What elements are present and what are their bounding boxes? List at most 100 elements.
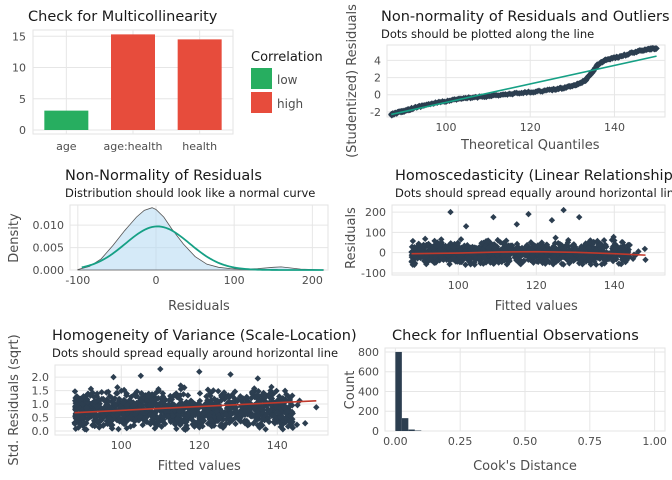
x-tick-label: 120 [189, 439, 210, 452]
legend-swatch-low [251, 68, 272, 89]
residual-point [436, 246, 443, 253]
residual-point [560, 261, 567, 268]
scale-point [108, 394, 115, 401]
scale-point [96, 424, 103, 431]
residual-point [529, 252, 536, 260]
y-axis-title: Std. Residuals (sqrt) [7, 334, 22, 465]
legend-swatch-high [251, 92, 272, 113]
scale-point [94, 417, 101, 425]
scale-point [218, 420, 225, 428]
residual-point [423, 241, 430, 249]
residual-point [513, 244, 521, 252]
scale-point [248, 388, 256, 396]
residual-point [487, 259, 494, 266]
residual-point [473, 244, 480, 252]
scale-point [73, 401, 80, 408]
residual-point [538, 252, 546, 259]
scale-point [132, 411, 139, 418]
scale-point [123, 402, 130, 409]
residual-point [566, 258, 573, 266]
residual-point [527, 239, 535, 246]
scale-point [262, 394, 269, 401]
scale-point [206, 412, 213, 419]
y-tick-label: 200 [358, 405, 379, 418]
scale-point [240, 400, 247, 407]
y-axis-title: Count [343, 371, 358, 410]
residual-point [537, 255, 544, 262]
scale-point [232, 407, 240, 414]
scale-point [180, 408, 187, 416]
residual-point [550, 257, 557, 264]
histogram-bar [401, 418, 409, 431]
scale-point [313, 404, 320, 411]
scale-point [168, 396, 176, 403]
residual-point [552, 234, 559, 241]
scale-point [253, 412, 261, 420]
scale-point [79, 414, 86, 421]
scale-point [266, 407, 273, 414]
scale-point [257, 405, 265, 413]
scale-point [87, 385, 95, 393]
scale-point [251, 403, 258, 411]
scale-point [119, 399, 127, 406]
scale-point [289, 424, 296, 431]
residual-point [522, 243, 529, 251]
scale-point [218, 397, 225, 404]
scale-point [177, 385, 185, 393]
scale-point [87, 392, 94, 399]
scale-point [203, 393, 210, 400]
residual-point [560, 206, 567, 214]
panel-title: Check for Multicollinearity [28, 9, 218, 25]
scale-point [169, 417, 176, 424]
scale-point [189, 421, 196, 428]
scale-point [127, 398, 135, 405]
scale-point [237, 414, 244, 422]
plot-frame [54, 364, 329, 436]
scale-point [164, 413, 172, 420]
scale-point [100, 395, 107, 403]
scale-point [251, 385, 258, 392]
residual-point [611, 237, 618, 244]
scale-point [218, 393, 225, 401]
residual-point [605, 255, 613, 263]
x-tick-label: 140 [604, 121, 625, 134]
y-tick-label: 4 [374, 54, 381, 67]
y-tick-label: 1.5 [32, 385, 50, 398]
scale-point [223, 404, 231, 412]
scale-point [210, 387, 217, 394]
scale-point [195, 418, 202, 425]
residual-point [596, 255, 604, 262]
scale-point [220, 423, 228, 430]
panel-title: Homogeneity of Variance (Scale-Location) [52, 328, 357, 344]
x-tick-label: 140 [604, 279, 625, 292]
scale-point [227, 410, 234, 417]
scale-point [177, 396, 184, 403]
residual-point [529, 240, 536, 248]
residual-point [431, 237, 438, 245]
residual-point [586, 246, 594, 254]
scale-point [115, 395, 123, 403]
residual-point [519, 251, 526, 259]
residual-point [513, 255, 520, 263]
residual-point [518, 244, 526, 252]
panel-subtitle: Dots should spread equally around horizo… [52, 346, 338, 360]
scale-point [133, 388, 141, 395]
scale-point [123, 390, 130, 397]
scale-point [79, 401, 86, 408]
scale-point [105, 388, 112, 396]
x-tick-label: 0 [153, 274, 160, 287]
scale-point [273, 409, 281, 416]
scale-point [167, 392, 174, 400]
scale-point [271, 420, 279, 427]
scale-point [177, 392, 184, 399]
residual-point [611, 246, 618, 253]
scale-point [204, 420, 212, 427]
x-tick-label: 200 [302, 274, 323, 287]
influence-panel: Check for Influential Observations 0 200 40… [343, 328, 667, 474]
qq-point [653, 45, 660, 52]
residual-point [467, 261, 474, 268]
y-tick-label: 400 [358, 385, 379, 398]
scale-point [98, 389, 105, 396]
residual-point [616, 248, 623, 255]
residual-point [550, 243, 557, 250]
